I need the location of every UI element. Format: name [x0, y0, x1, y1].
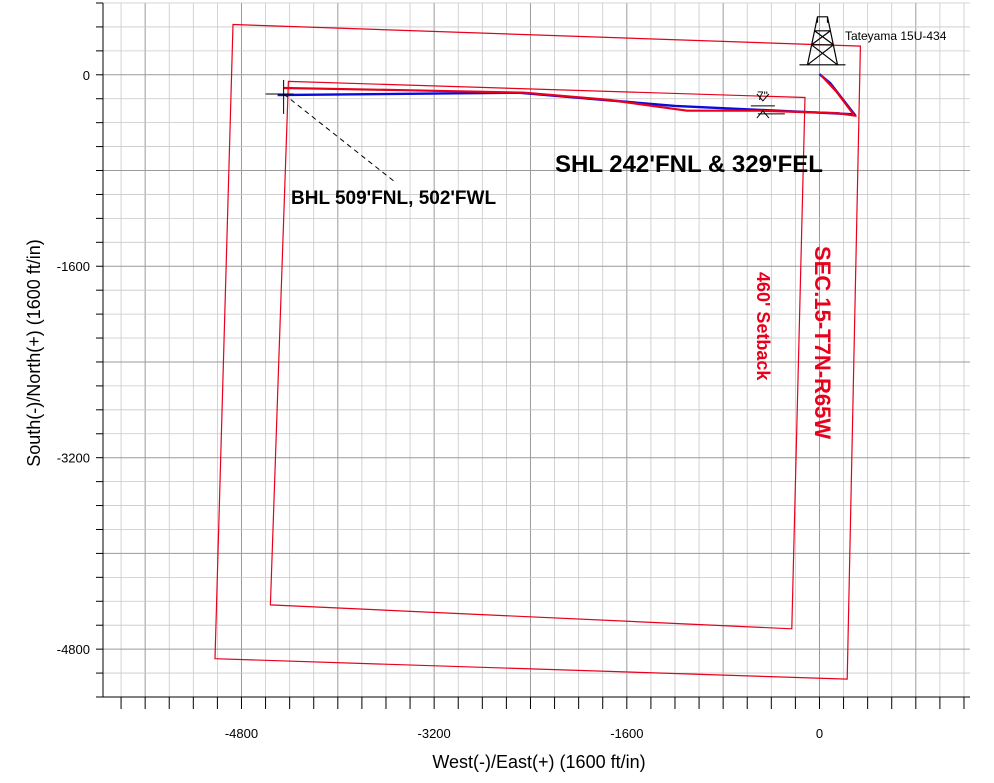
x-axis-title: West(-)/East(+) (1600 ft/in): [432, 752, 645, 772]
y-axis-title: South(-)/North(+) (1600 ft/in): [24, 239, 44, 467]
actual-wellpath: [283, 74, 857, 117]
chart-marks: [265, 79, 785, 183]
plot-frame: [102, 3, 970, 698]
section-label: SEC.15-T7N-R65W: [810, 246, 835, 439]
setback-boundary: [269, 80, 806, 630]
bhl-label: BHL 509'FNL, 502'FWL: [291, 188, 496, 209]
x-tick-label: 0: [816, 726, 823, 741]
casing-arrow-bottom: [756, 110, 770, 119]
x-tick-label: -1600: [610, 726, 643, 741]
casing-arrow-top: [756, 93, 770, 102]
y-tick-label: -3200: [57, 451, 90, 466]
x-tick-label: -4800: [225, 726, 258, 741]
well-name-label: Tateyama 15U-434: [845, 29, 947, 43]
y-tick-label: -4800: [57, 642, 90, 657]
casing-label: 7": [757, 89, 768, 103]
y-tick-label: -1600: [57, 259, 90, 274]
chart-shapes: [214, 23, 862, 680]
y-tick-label: 0: [83, 68, 90, 83]
x-tick-label: -3200: [418, 726, 451, 741]
shl-label: SHL 242'FNL & 329'FEL: [555, 151, 823, 178]
setback-label: 460' Setback: [753, 272, 773, 381]
section-boundary: [214, 23, 862, 680]
rig-icon: [799, 16, 846, 66]
axis-ticks: -4800 -3200 -1600 0 0 -1600 -3200 -4800: [57, 2, 965, 741]
grid: [103, 2, 970, 698]
bhl-leader-line: [283, 93, 396, 183]
rig-derrick: [799, 16, 846, 66]
